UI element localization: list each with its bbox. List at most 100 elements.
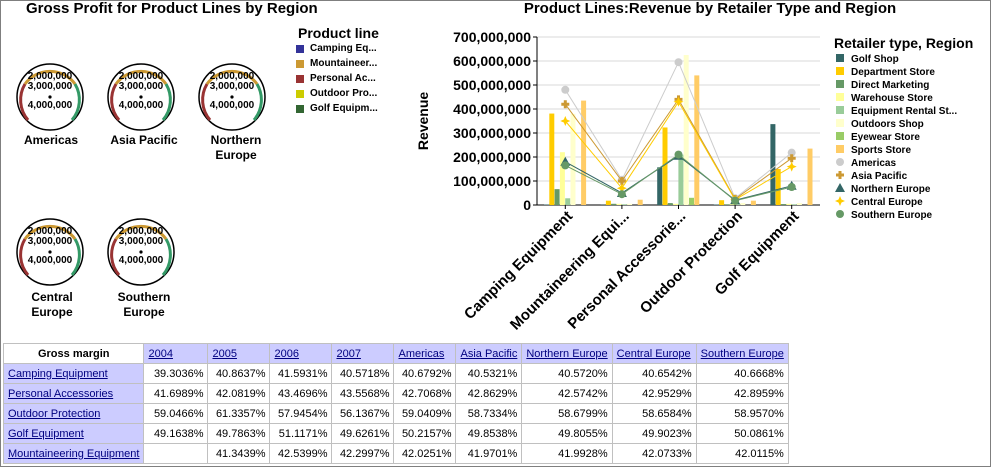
bar — [616, 203, 622, 205]
line-point — [674, 150, 683, 159]
row-header-link[interactable]: Outdoor Protection — [8, 407, 101, 420]
y-tick-label: 500,000,000 — [453, 77, 531, 93]
column-header-link[interactable]: Central Europe — [616, 347, 691, 360]
y-tick-label: 0 — [523, 197, 531, 213]
table-body: Camping Equipment 39.3036% 40.8637% 41.5931… — [2, 363, 789, 464]
y-tick-label: 200,000,000 — [453, 149, 531, 165]
row-header[interactable]: Personal Accessories — [2, 383, 145, 404]
line-point — [731, 196, 740, 205]
y-tick-label: 400,000,000 — [453, 101, 531, 117]
revenue-chart: Product Lines:Revenue by Retailer Type a… — [415, 0, 973, 334]
table-header-row: Gross margin 2004 2005 2006 2007 Americas Asi… — [2, 343, 789, 364]
table-cell: 42.2997% — [331, 443, 395, 464]
bar — [559, 152, 565, 205]
legend-label: Eyewear Store — [851, 132, 920, 143]
table-cell: 40.6668% — [695, 363, 789, 384]
column-header-link[interactable]: Asia Pacific — [460, 347, 518, 360]
gauge-scale-label: 2,000,000 — [27, 226, 73, 237]
line-point — [674, 58, 683, 67]
x-tick-label: Camping Equipment — [461, 208, 576, 323]
line-point — [787, 183, 796, 191]
gauge-region-name: Asia Pacific — [94, 133, 194, 148]
table-column-header[interactable]: Central Europe — [611, 343, 697, 364]
table-column-header[interactable]: 2006 — [269, 343, 333, 364]
legend-swatch — [296, 44, 304, 53]
table-cell: 42.8959% — [695, 383, 789, 404]
legend-marker — [836, 171, 844, 179]
table-cell: 41.9701% — [455, 443, 523, 464]
column-header-link[interactable]: 2006 — [274, 347, 299, 360]
bar — [627, 203, 633, 205]
gauge-dial: 2,000,000 3,000,000 4,000,000 — [106, 62, 176, 132]
bar — [689, 197, 694, 205]
bar — [581, 100, 587, 205]
legend-swatch — [836, 106, 844, 114]
gauge-region-name-line: Americas — [23, 133, 79, 147]
table-row: Outdoor Protection 59.0466% 61.3357% 57.945… — [2, 403, 789, 424]
table-column-header[interactable]: Americas — [393, 343, 457, 364]
table-column-header[interactable]: Asia Pacific — [455, 343, 523, 364]
legend-label: Warehouse Store — [851, 93, 933, 104]
table-cell: 59.0409% — [393, 403, 457, 424]
bar — [786, 203, 792, 205]
row-header[interactable]: Camping Equipment — [2, 363, 145, 384]
legend-marker — [836, 158, 844, 166]
table-cell: 40.6792% — [393, 363, 457, 384]
gauge-region-name: Southern Europe — [94, 290, 194, 320]
gauge-scale-label: 2,000,000 — [209, 71, 255, 82]
gauge-region-name: Northern Europe — [186, 133, 286, 163]
line-point — [561, 85, 570, 94]
column-header-link[interactable]: 2004 — [148, 347, 173, 360]
table-cell: 42.0733% — [611, 443, 697, 464]
line-point — [673, 96, 684, 107]
bar — [719, 200, 725, 205]
gauge-dial: 2,000,000 3,000,000 4,000,000 — [106, 217, 176, 287]
legend-marker — [836, 210, 844, 218]
table-row: Golf Equipment 49.1638% 49.7863% 51.1171% 49… — [2, 423, 789, 444]
column-header-link[interactable]: Americas — [398, 347, 445, 360]
table-cell: 58.6799% — [521, 403, 613, 424]
legend-label: Personal Ac... — [310, 73, 376, 84]
line-point — [787, 148, 796, 157]
legend-label: Southern Europe — [851, 210, 933, 221]
bar — [657, 167, 663, 205]
bar — [605, 200, 611, 205]
row-header-link[interactable]: Camping Equipment — [8, 367, 108, 380]
table-cell: 42.7068% — [393, 383, 457, 404]
table-cell: 40.5720% — [521, 363, 613, 384]
line-point — [616, 183, 627, 194]
table-column-header[interactable]: Southern Europe — [695, 343, 789, 364]
y-tick-label: 100,000,000 — [453, 173, 531, 189]
table-cell: 59.0466% — [143, 403, 209, 424]
column-header-link[interactable]: 2007 — [336, 347, 361, 360]
column-header-link[interactable]: 2005 — [212, 347, 237, 360]
row-header[interactable]: Mountaineering Equipment — [2, 443, 145, 464]
bar — [673, 203, 679, 205]
column-header-link[interactable]: Northern Europe — [526, 347, 608, 360]
column-header-link[interactable]: Southern Europe — [700, 347, 784, 360]
table-cell: 61.3357% — [207, 403, 271, 424]
table-column-header[interactable]: 2004 — [143, 343, 209, 364]
table-column-header[interactable]: Northern Europe — [521, 343, 613, 364]
row-header-link[interactable]: Personal Accessories — [8, 387, 114, 400]
line-point — [561, 161, 570, 170]
row-header[interactable]: Golf Equipment — [2, 423, 145, 444]
retailer-legend-title: Retailer type, Region — [834, 35, 973, 51]
table-cell: 41.5931% — [269, 363, 333, 384]
table-column-header[interactable]: 2005 — [207, 343, 271, 364]
gauge-region-name: Central Europe — [2, 290, 102, 320]
table-cell: 39.3036% — [143, 363, 209, 384]
row-header[interactable]: Outdoor Protection — [2, 403, 145, 424]
gauge-scale-label: 2,000,000 — [118, 226, 164, 237]
table-cell: 40.5718% — [331, 363, 395, 384]
row-header-link[interactable]: Golf Equipment — [8, 427, 84, 440]
table-column-header[interactable]: 2007 — [331, 343, 395, 364]
row-header-link[interactable]: Mountaineering Equipment — [8, 447, 140, 460]
product-line-legend-title: Product line — [298, 25, 379, 41]
legend-label: Asia Pacific — [851, 171, 908, 182]
gross-margin-table: Gross margin 2004 2005 2006 2007 Americas Asi… — [2, 343, 789, 464]
bar — [611, 203, 617, 205]
table-cell: 43.4696% — [269, 383, 333, 404]
legend-label: Golf Equipm... — [310, 103, 378, 114]
gauge-region-name-line: Southern — [117, 290, 171, 304]
